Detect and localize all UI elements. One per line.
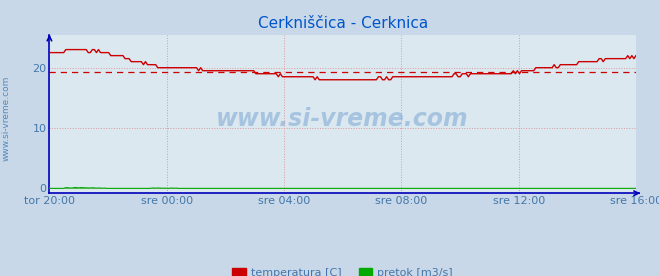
Text: www.si-vreme.com: www.si-vreme.com <box>2 76 11 161</box>
Legend: temperatura [C], pretok [m3/s]: temperatura [C], pretok [m3/s] <box>228 264 457 276</box>
Title: Cerkniščica - Cerknica: Cerkniščica - Cerknica <box>258 15 428 31</box>
Text: www.si-vreme.com: www.si-vreme.com <box>216 107 469 131</box>
